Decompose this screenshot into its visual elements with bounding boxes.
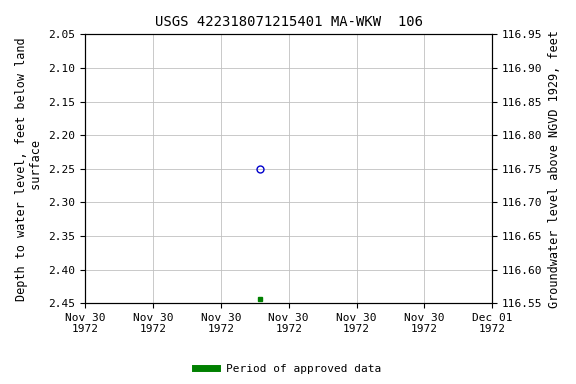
Y-axis label: Depth to water level, feet below land
 surface: Depth to water level, feet below land su… (15, 37, 43, 301)
Legend: Period of approved data: Period of approved data (191, 359, 385, 379)
Y-axis label: Groundwater level above NGVD 1929, feet: Groundwater level above NGVD 1929, feet (548, 30, 561, 308)
Title: USGS 422318071215401 MA-WKW  106: USGS 422318071215401 MA-WKW 106 (155, 15, 423, 29)
